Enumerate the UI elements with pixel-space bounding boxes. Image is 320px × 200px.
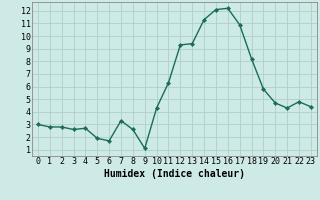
X-axis label: Humidex (Indice chaleur): Humidex (Indice chaleur) [104,169,245,179]
